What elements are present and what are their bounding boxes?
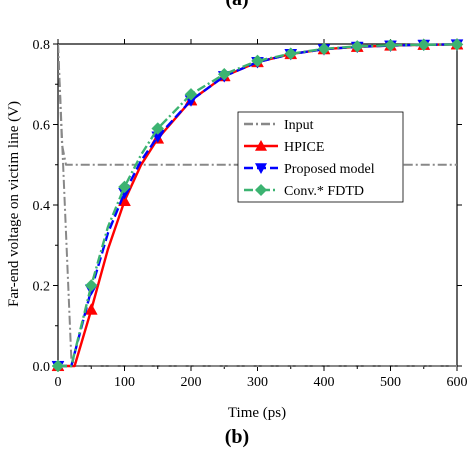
figure-caption-b: (b) xyxy=(224,426,250,448)
series-layer xyxy=(51,37,464,373)
y-tick-label: 0.6 xyxy=(33,119,51,134)
x-tick-label: 600 xyxy=(447,375,468,390)
series-line-conv-fdtd xyxy=(58,43,457,368)
data-point xyxy=(151,122,165,135)
data-point xyxy=(384,38,397,52)
figure-caption-a: (a) xyxy=(0,0,474,11)
y-tick-label: 0.8 xyxy=(33,38,51,53)
y-tick-label: 0.2 xyxy=(33,280,51,295)
data-point xyxy=(417,38,431,52)
series-line-proposed-model xyxy=(58,43,457,368)
data-point xyxy=(251,54,264,68)
legend: Input HPICE Proposed model Conv.* FDTD xyxy=(237,111,404,203)
legend-label: Input xyxy=(284,118,314,133)
data-point xyxy=(84,279,98,292)
x-axis-title: Time (ps) xyxy=(228,405,286,421)
axes: 0 100 200 300 400 500 600 0.0 0.2 0.4 0.6 0.8 xyxy=(33,38,468,390)
legend-label: Proposed model xyxy=(284,162,375,177)
legend-marker xyxy=(255,140,267,151)
x-tick-label: 500 xyxy=(380,375,401,390)
data-point xyxy=(284,47,298,61)
x-tick-label: 200 xyxy=(181,375,202,390)
data-point xyxy=(118,180,131,194)
data-point xyxy=(317,42,331,56)
y-tick-label: 0.0 xyxy=(33,360,51,375)
data-point xyxy=(51,359,65,373)
legend-box xyxy=(237,111,404,203)
legend-marker xyxy=(255,163,267,174)
data-point xyxy=(350,40,364,53)
plot-frame xyxy=(57,43,458,367)
series-line-input xyxy=(58,43,457,367)
x-tick-label: 0 xyxy=(55,375,62,390)
legend-label: HPICE xyxy=(284,140,324,155)
x-tick-label: 400 xyxy=(314,375,335,390)
data-point xyxy=(84,303,98,315)
y-axis-title: Far-end voltage on victim line (V) xyxy=(6,101,22,307)
y-tick-label: 0.4 xyxy=(33,199,51,214)
legend-marker xyxy=(255,184,267,196)
data-point xyxy=(217,67,231,81)
data-point xyxy=(450,38,464,51)
x-tick-label: 100 xyxy=(114,375,135,390)
legend-label: Conv.* FDTD xyxy=(284,184,364,199)
series-line-hpice xyxy=(58,43,457,368)
x-tick-label: 300 xyxy=(247,375,268,390)
data-point xyxy=(184,87,198,101)
series-line-input xyxy=(58,43,457,166)
